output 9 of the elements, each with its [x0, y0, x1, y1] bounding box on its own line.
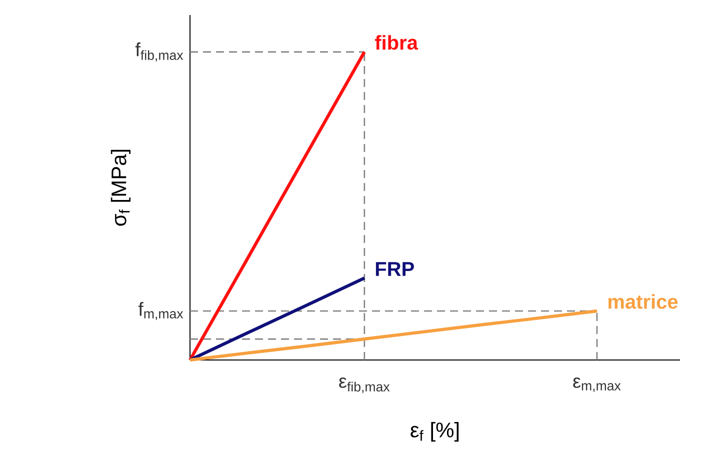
ref-line-label: f$_{fib,max}$: [135, 42, 184, 62]
x-axis-title: ε$_{f}$ [%]: [410, 422, 459, 442]
x-tick-label: ε$_{m,max}$: [573, 378, 621, 392]
ref-line-label: f$_{m,max}$: [138, 302, 184, 320]
series-label: FRP: [376, 262, 414, 276]
x-tick-label: ε$_{fib,max}$: [339, 378, 390, 394]
y-axis-title: σ$_{f}$ [MPa]: [110, 150, 130, 226]
series-label: fibra: [374, 35, 418, 50]
series-label: matrice: [608, 294, 678, 309]
